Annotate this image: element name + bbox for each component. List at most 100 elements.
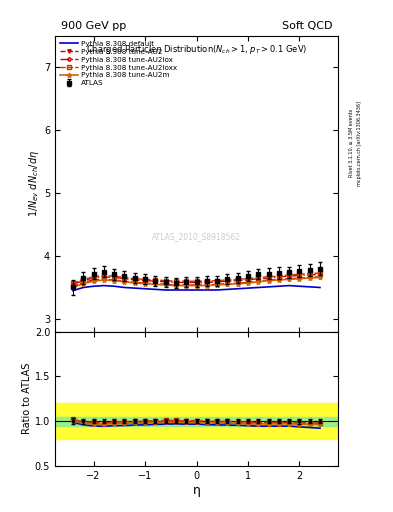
Pythia 8.308 default <box>194 287 199 293</box>
Pythia 8.308 tune-AU2 <box>235 280 240 286</box>
Pythia 8.308 tune-AU2lox <box>174 280 178 286</box>
Pythia 8.308 tune-AU2loxx <box>184 278 189 284</box>
Pythia 8.308 tune-AU2lox <box>101 274 106 280</box>
Pythia 8.308 tune-AU2m <box>194 283 199 289</box>
Pythia 8.308 tune-AU2loxx <box>297 271 302 278</box>
Pythia 8.308 tune-AU2lox <box>132 277 137 283</box>
Pythia 8.308 tune-AU2lox <box>81 278 86 284</box>
Pythia 8.308 tune-AU2lox <box>256 275 261 282</box>
Pythia 8.308 tune-AU2loxx <box>81 276 86 283</box>
Text: mcplots.cern.ch [arXiv:1306.3436]: mcplots.cern.ch [arXiv:1306.3436] <box>357 101 362 186</box>
Pythia 8.308 tune-AU2loxx <box>91 274 96 280</box>
Pythia 8.308 tune-AU2loxx <box>215 278 219 284</box>
Text: Soft QCD: Soft QCD <box>282 22 332 31</box>
Pythia 8.308 tune-AU2m <box>225 281 230 287</box>
Pythia 8.308 tune-AU2lox <box>307 272 312 278</box>
Pythia 8.308 tune-AU2 <box>132 280 137 286</box>
Pythia 8.308 default <box>318 284 322 290</box>
Pythia 8.308 tune-AU2m <box>276 277 281 283</box>
Y-axis label: Ratio to ATLAS: Ratio to ATLAS <box>22 363 32 434</box>
Pythia 8.308 tune-AU2 <box>318 274 322 280</box>
Pythia 8.308 tune-AU2lox <box>276 274 281 280</box>
Pythia 8.308 default <box>91 283 96 289</box>
Pythia 8.308 tune-AU2loxx <box>307 270 312 276</box>
Pythia 8.308 tune-AU2lox <box>122 275 127 282</box>
Pythia 8.308 tune-AU2loxx <box>71 280 75 286</box>
Pythia 8.308 default <box>287 283 292 289</box>
Pythia 8.308 default <box>215 287 219 293</box>
Pythia 8.308 tune-AU2m <box>153 281 158 287</box>
Pythia 8.308 tune-AU2m <box>318 274 322 281</box>
Pythia 8.308 tune-AU2 <box>256 278 261 284</box>
Pythia 8.308 default <box>132 285 137 291</box>
Pythia 8.308 tune-AU2lox <box>204 280 209 286</box>
Pythia 8.308 tune-AU2m <box>246 280 250 286</box>
Text: 900 GeV pp: 900 GeV pp <box>61 22 126 31</box>
Pythia 8.308 tune-AU2m <box>297 275 302 282</box>
Pythia 8.308 default <box>153 286 158 292</box>
Text: ATLAS_2010_S8918562: ATLAS_2010_S8918562 <box>152 232 241 241</box>
Pythia 8.308 tune-AU2lox <box>194 280 199 286</box>
Pythia 8.308 tune-AU2m <box>81 281 86 287</box>
Pythia 8.308 tune-AU2m <box>184 283 189 289</box>
Y-axis label: $1/N_{ev}\;dN_{ch}/d\eta$: $1/N_{ev}\;dN_{ch}/d\eta$ <box>27 150 41 217</box>
Pythia 8.308 tune-AU2lox <box>287 273 292 279</box>
Pythia 8.308 tune-AU2lox <box>153 278 158 284</box>
Pythia 8.308 tune-AU2loxx <box>122 274 127 281</box>
Pythia 8.308 tune-AU2 <box>143 280 147 286</box>
Pythia 8.308 default <box>143 286 147 292</box>
Pythia 8.308 tune-AU2loxx <box>246 275 250 282</box>
Pythia 8.308 default <box>235 286 240 292</box>
Pythia 8.308 tune-AU2m <box>91 278 96 284</box>
Pythia 8.308 tune-AU2 <box>163 281 168 287</box>
Pythia 8.308 tune-AU2 <box>246 280 250 286</box>
Pythia 8.308 tune-AU2 <box>153 281 158 287</box>
Pythia 8.308 tune-AU2 <box>101 276 106 283</box>
Pythia 8.308 tune-AU2loxx <box>194 278 199 284</box>
Pythia 8.308 tune-AU2loxx <box>266 274 271 280</box>
Pythia 8.308 tune-AU2 <box>215 281 219 287</box>
Pythia 8.308 tune-AU2lox <box>266 275 271 281</box>
Pythia 8.308 tune-AU2loxx <box>153 277 158 283</box>
Pythia 8.308 tune-AU2loxx <box>204 278 209 284</box>
Pythia 8.308 tune-AU2lox <box>91 275 96 281</box>
Pythia 8.308 tune-AU2m <box>132 280 137 286</box>
Pythia 8.308 tune-AU2loxx <box>235 276 240 283</box>
Pythia 8.308 tune-AU2m <box>307 275 312 281</box>
Pythia 8.308 tune-AU2m <box>122 279 127 285</box>
Pythia 8.308 default <box>163 287 168 293</box>
Pythia 8.308 tune-AU2m <box>215 282 219 288</box>
Pythia 8.308 tune-AU2lox <box>318 271 322 278</box>
Pythia 8.308 default <box>184 287 189 293</box>
Pythia 8.308 tune-AU2m <box>101 277 106 283</box>
Pythia 8.308 default <box>174 287 178 293</box>
Pythia 8.308 tune-AU2lox <box>184 280 189 286</box>
Pythia 8.308 tune-AU2 <box>225 281 230 287</box>
Pythia 8.308 tune-AU2m <box>204 283 209 289</box>
Pythia 8.308 default <box>101 283 106 289</box>
Pythia 8.308 tune-AU2 <box>266 277 271 283</box>
Pythia 8.308 tune-AU2loxx <box>174 278 178 284</box>
Pythia 8.308 tune-AU2loxx <box>132 275 137 282</box>
Pythia 8.308 tune-AU2 <box>204 282 209 288</box>
Pythia 8.308 default <box>122 284 127 290</box>
Pythia 8.308 tune-AU2loxx <box>318 270 322 276</box>
Pythia 8.308 tune-AU2m <box>235 281 240 287</box>
Pythia 8.308 default <box>246 285 250 291</box>
Line: Pythia 8.308 tune-AU2: Pythia 8.308 tune-AU2 <box>71 275 322 288</box>
Pythia 8.308 tune-AU2 <box>122 278 127 284</box>
Pythia 8.308 tune-AU2lox <box>143 278 147 284</box>
Pythia 8.308 tune-AU2m <box>287 276 292 283</box>
Text: Charged Particle$\eta$ Distribution($N_{ch}>1$, $p_T>0.1$ GeV): Charged Particle$\eta$ Distribution($N_{… <box>86 43 307 56</box>
Pythia 8.308 default <box>256 284 261 290</box>
Pythia 8.308 tune-AU2 <box>194 282 199 288</box>
Pythia 8.308 tune-AU2m <box>174 283 178 289</box>
Pythia 8.308 tune-AU2lox <box>246 277 250 283</box>
Line: Pythia 8.308 tune-AU2m: Pythia 8.308 tune-AU2m <box>71 275 322 290</box>
Pythia 8.308 default <box>307 284 312 290</box>
Pythia 8.308 tune-AU2loxx <box>101 272 106 279</box>
Pythia 8.308 default <box>81 284 86 290</box>
Pythia 8.308 tune-AU2loxx <box>112 273 117 279</box>
Pythia 8.308 tune-AU2m <box>256 279 261 285</box>
Pythia 8.308 default <box>276 283 281 289</box>
